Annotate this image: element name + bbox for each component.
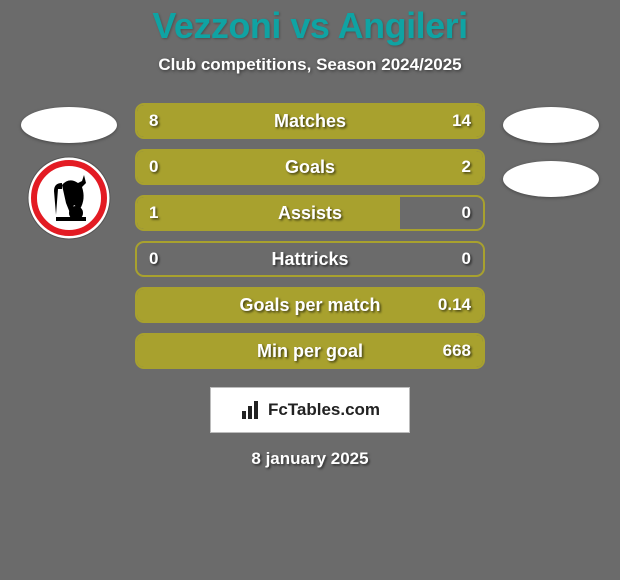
brand-text: FcTables.com: [268, 400, 380, 420]
stat-value-right: 0: [462, 249, 471, 269]
stat-label: Assists: [137, 203, 483, 224]
bars-icon: [240, 399, 262, 421]
main-row: 8Matches140Goals21Assists00Hattricks0Goa…: [0, 103, 620, 369]
brand-logo: FcTables.com: [210, 387, 410, 433]
stat-label: Goals per match: [137, 295, 483, 316]
stat-label: Min per goal: [137, 341, 483, 362]
stat-label: Matches: [137, 111, 483, 132]
stat-bar: 0Hattricks0: [135, 241, 485, 277]
stat-label: Hattricks: [137, 249, 483, 270]
comparison-card: Vezzoni vs Angileri Club competitions, S…: [0, 0, 620, 580]
stat-bar: 8Matches14: [135, 103, 485, 139]
subtitle: Club competitions, Season 2024/2025: [0, 55, 620, 75]
stat-value-right: 0.14: [438, 295, 471, 315]
stat-bar: 0Goals2: [135, 149, 485, 185]
stats-bars: 8Matches140Goals21Assists00Hattricks0Goa…: [135, 103, 485, 369]
stat-value-right: 2: [462, 157, 471, 177]
left-team-badge-1: [21, 107, 117, 143]
stat-value-right: 0: [462, 203, 471, 223]
left-team-crest: [26, 155, 112, 241]
stat-value-right: 14: [452, 111, 471, 131]
right-team-badges: [499, 103, 603, 197]
right-team-badge-1: [503, 107, 599, 143]
stat-value-right: 668: [443, 341, 471, 361]
left-team-badges: [17, 103, 121, 241]
right-team-badge-2: [503, 161, 599, 197]
stat-bar: 1Assists0: [135, 195, 485, 231]
stat-bar: Goals per match0.14: [135, 287, 485, 323]
stat-bar: Min per goal668: [135, 333, 485, 369]
footer-date: 8 january 2025: [0, 449, 620, 469]
stat-label: Goals: [137, 157, 483, 178]
page-title: Vezzoni vs Angileri: [0, 5, 620, 47]
